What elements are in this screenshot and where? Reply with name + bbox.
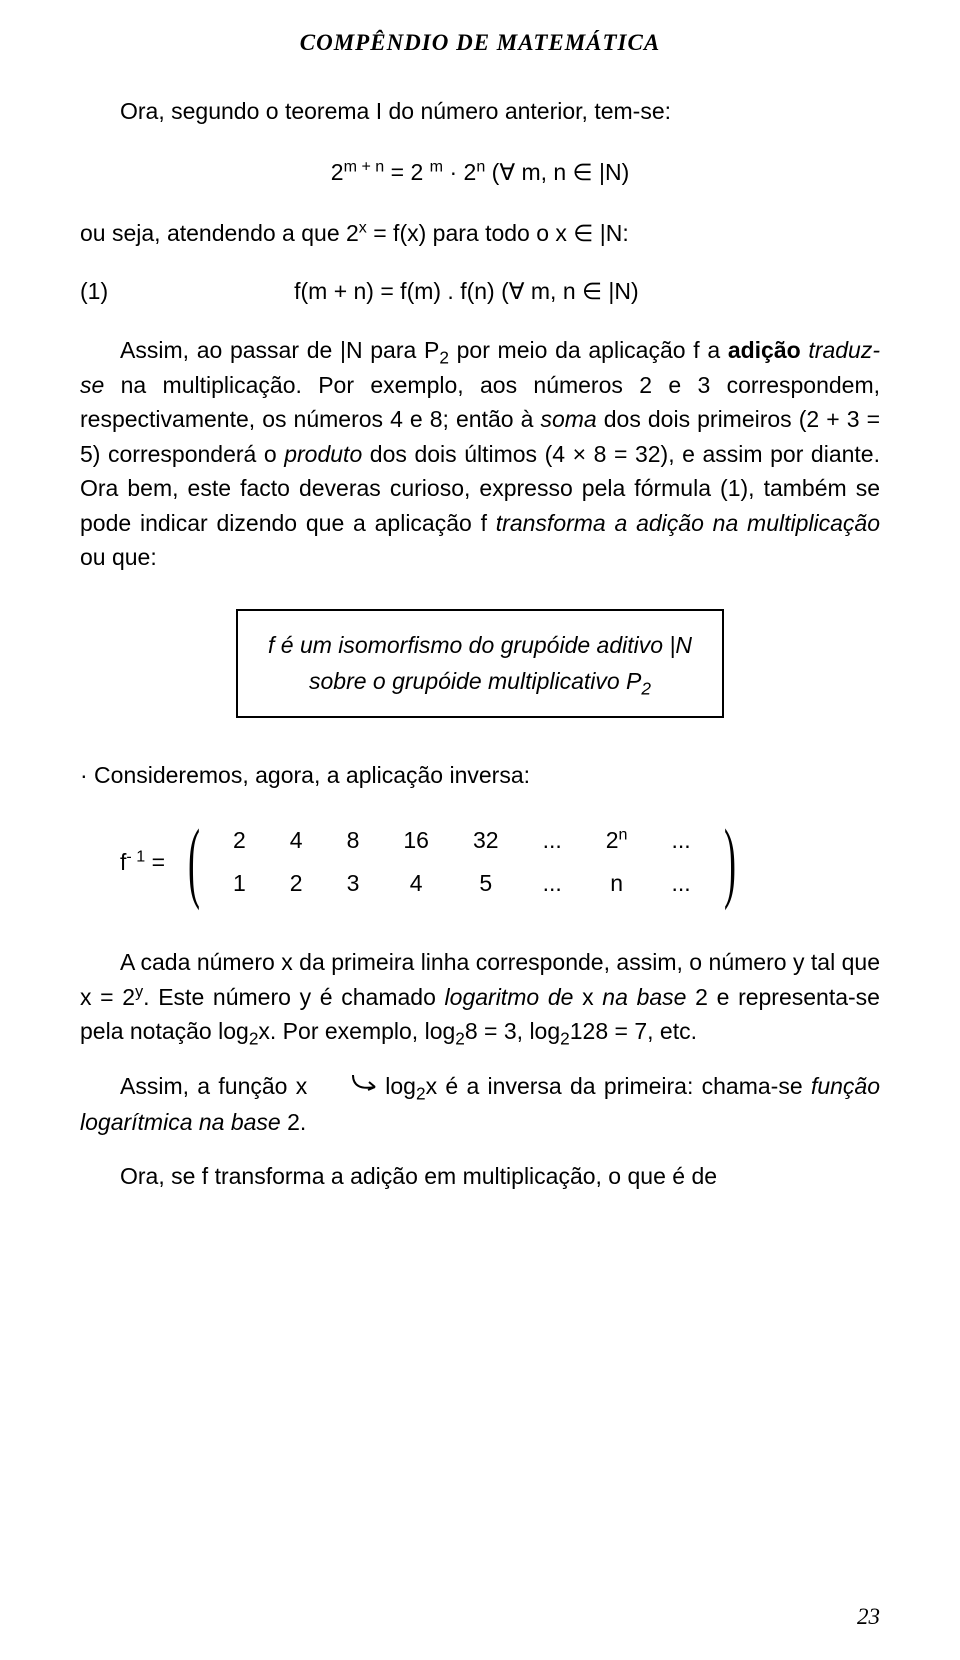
matrix-cell: 4 (381, 862, 451, 905)
left-paren-icon: ( (188, 822, 200, 902)
page-number: 23 (857, 1604, 880, 1630)
matrix-cell: 2n (584, 819, 650, 862)
matrix-cell: 16 (381, 819, 451, 862)
matrix-cell: 2 (268, 862, 325, 905)
matrix-cell: ... (521, 862, 584, 905)
paragraph-2: ou seja, atendendo a que 2x = f(x) para … (80, 216, 880, 251)
right-paren-icon: ) (724, 822, 736, 902)
paragraph-3: Assim, ao passar de |N para P2 por meio … (80, 333, 880, 575)
matrix-table: 2481632...2n... 12345...n... (211, 819, 713, 905)
matrix-cell: ... (521, 819, 584, 862)
equation-number: (1) (80, 278, 140, 305)
box-line-1: f é um isomorfismo do grupóide aditivo |… (268, 627, 692, 664)
matrix-label: f- 1 = (120, 849, 165, 876)
matrix-cell: 1 (211, 862, 268, 905)
matrix-cell: 3 (325, 862, 382, 905)
page-header: COMPÊNDIO DE MATEMÁTICA (80, 30, 880, 56)
paragraph-1: Ora, segundo o teorema I do número anter… (80, 94, 880, 129)
matrix-row-1: 2481632...2n... (211, 819, 713, 862)
paragraph-7: Ora, se f transforma a adição em multipl… (80, 1159, 880, 1194)
matrix-row-2: 12345...n... (211, 862, 713, 905)
matrix-cell: 4 (268, 819, 325, 862)
matrix-cell: n (584, 862, 650, 905)
box-line-2: sobre o grupóide multiplicativo P2 (268, 663, 692, 700)
document-page: COMPÊNDIO DE MATEMÁTICA Ora, segundo o t… (0, 0, 960, 1660)
p6-pre: Assim, a função x (120, 1073, 307, 1099)
paragraph-5: A cada número x da primeira linha corres… (80, 945, 880, 1049)
matrix-cell: 8 (325, 819, 382, 862)
matrix-cell: ... (650, 819, 713, 862)
paragraph-6: Assim, a função xlog2x é a inversa da pr… (80, 1069, 880, 1140)
equation-power: 2m + n = 2 m · 2n (∀ m, n ∈ |N) (80, 159, 880, 186)
equation-body: f(m + n) = f(m) . f(n) (∀ m, n ∈ |N) (146, 278, 786, 305)
theorem-box: f é um isomorfismo do grupóide aditivo |… (236, 609, 724, 719)
inverse-function-matrix: f- 1 = ( 2481632...2n... 12345...n... ) (120, 819, 880, 905)
matrix-cell: 2 (211, 819, 268, 862)
matrix-cell: 32 (451, 819, 521, 862)
paragraph-4: · Consideremos, agora, a aplicação inver… (80, 762, 880, 789)
matrix-cell: 5 (451, 862, 521, 905)
mapsto-arrow-icon (307, 1070, 385, 1105)
equation-1: (1) f(m + n) = f(m) . f(n) (∀ m, n ∈ |N) (80, 278, 880, 305)
matrix-cell: ... (650, 862, 713, 905)
